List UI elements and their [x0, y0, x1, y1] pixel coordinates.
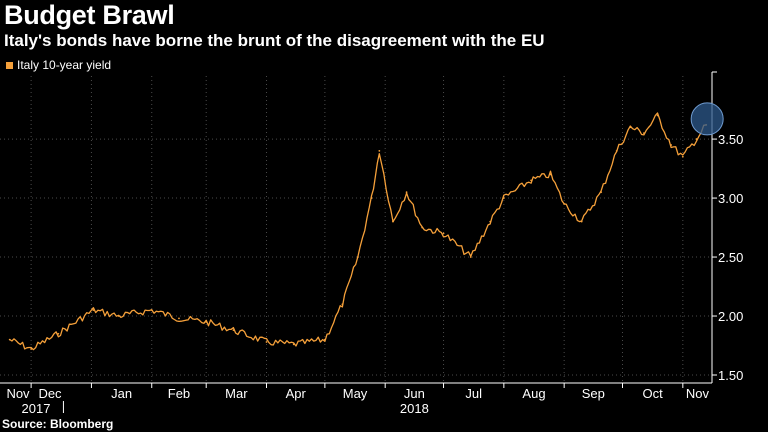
x-tick-label: Jul [465, 386, 482, 401]
data-point [92, 309, 95, 312]
data-point [469, 256, 472, 258]
gridlines [0, 76, 712, 383]
highlight-marker [690, 102, 724, 136]
data-point [392, 220, 394, 223]
x-tick-label: Jan [111, 386, 132, 401]
data-point [502, 197, 505, 199]
data-point [57, 332, 60, 335]
axis-labels: 1.50 2.00 2.50 3.00 3.50 Nov Dec Jan Feb Mar Apr Ma… [6, 132, 743, 416]
x-tick-label: Mar [225, 386, 248, 401]
data-point [695, 138, 698, 140]
chart-subtitle: Italy's bonds have borne the brunt of th… [4, 31, 545, 50]
x-tick-label: Jun [404, 386, 425, 401]
y-tick-label: 3.00 [718, 191, 743, 206]
source-note: Source: Bloomberg [2, 417, 114, 431]
y-tick-label: 2.50 [718, 250, 743, 265]
data-point [442, 232, 445, 235]
data-point [323, 338, 326, 341]
data-point [30, 348, 33, 350]
data-point [549, 173, 552, 176]
x-tick-label: Sep [582, 386, 605, 401]
data-point [205, 321, 208, 323]
data-point [378, 149, 381, 152]
data-point [178, 317, 180, 320]
data-point [670, 144, 673, 146]
x-tick-label: Nov [6, 386, 30, 401]
data-point [615, 149, 618, 152]
data-point [265, 341, 268, 343]
data-point [8, 338, 11, 341]
data-point [629, 126, 632, 129]
data-point [405, 191, 408, 194]
data-point [600, 191, 603, 194]
series-line [8, 112, 708, 351]
data-point [580, 220, 583, 223]
x-tick-label: Apr [286, 386, 307, 401]
axes [0, 71, 717, 413]
legend-label: Italy 10-year yield [17, 58, 112, 72]
data-point [681, 155, 684, 158]
data-point [150, 309, 153, 312]
data-point [232, 329, 235, 332]
x-tick-label: Nov [686, 386, 710, 401]
y-tick-label: 3.50 [718, 132, 743, 147]
x-tick-label: May [343, 386, 368, 401]
legend-swatch [6, 61, 13, 69]
data-point [643, 132, 645, 135]
x-tick-label: Aug [522, 386, 545, 401]
x-tick-label: Dec [38, 386, 62, 401]
data-point [117, 315, 120, 317]
data-point [370, 197, 373, 199]
series-path [9, 112, 707, 351]
y-tick-label: 1.50 [718, 368, 743, 383]
y-tick-label: 2.00 [718, 309, 743, 324]
x-tick-label: Feb [168, 386, 190, 401]
data-point [421, 226, 424, 229]
data-point [341, 303, 344, 306]
x-year-label: 2018 [400, 401, 429, 416]
data-point [357, 256, 359, 258]
data-point [563, 203, 566, 205]
x-year-label: 2017 [22, 401, 51, 416]
chart-title: Budget Brawl [4, 0, 175, 30]
data-point [292, 343, 295, 346]
data-point [530, 179, 532, 182]
legend: Italy 10-year yield [6, 58, 111, 72]
data-point [489, 220, 492, 223]
data-point [656, 114, 659, 117]
x-tick-label: Oct [643, 386, 664, 401]
highlight-circle [690, 102, 724, 136]
